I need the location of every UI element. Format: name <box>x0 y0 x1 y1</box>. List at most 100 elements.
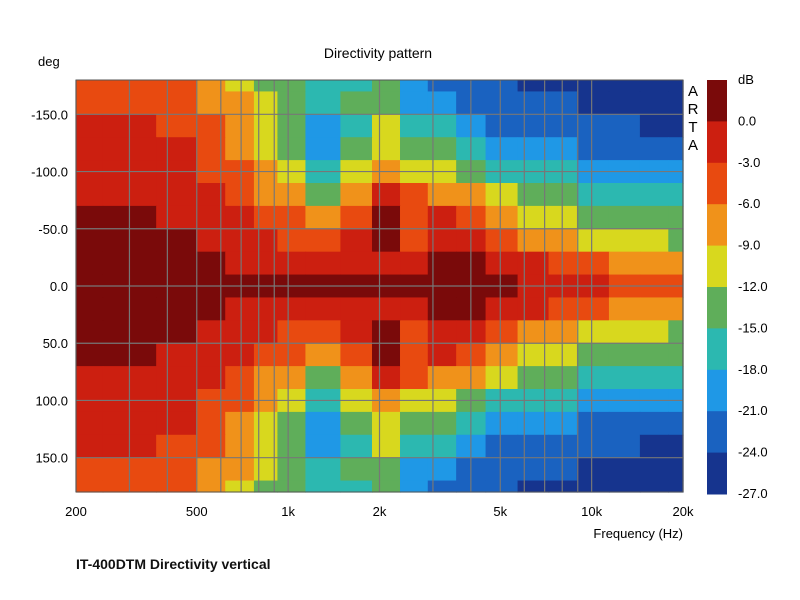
heatmap-cell <box>576 343 610 367</box>
heatmap-cell <box>485 434 519 459</box>
plot-frame <box>75 79 684 493</box>
heatmap-cell <box>225 480 255 493</box>
heatmap-cell <box>576 80 610 93</box>
heatmap-cell <box>305 114 341 138</box>
heatmap-cell <box>372 183 401 207</box>
heatmap-cell <box>340 411 373 436</box>
heatmap-cell <box>427 114 457 138</box>
colorbar-swatch <box>707 328 727 371</box>
heatmap-cell <box>576 457 610 482</box>
heatmap-cell <box>372 366 401 390</box>
heatmap-cell <box>485 480 519 493</box>
y-axis-label: deg <box>38 54 60 69</box>
heatmap-cell <box>576 297 610 321</box>
heatmap-cell <box>196 228 226 253</box>
heatmap-cell <box>517 366 550 390</box>
heatmap-cell <box>427 297 457 321</box>
heatmap-cell <box>305 434 341 459</box>
heatmap-cell <box>253 114 279 138</box>
heatmap-cell <box>668 183 684 207</box>
heatmap-cell <box>639 183 669 207</box>
heatmap-cell <box>427 91 457 115</box>
heatmap-cell <box>156 80 197 93</box>
heatmap-cell <box>517 137 550 161</box>
heatmap-cell <box>225 457 255 482</box>
heatmap-cell <box>548 91 578 115</box>
heatmap-cell <box>340 251 373 276</box>
heatmap-cell <box>517 80 550 93</box>
heatmap-cell <box>305 251 341 276</box>
heatmap-cell <box>427 343 457 367</box>
y-tick-label: 150.0 <box>35 451 68 466</box>
heatmap-cell <box>548 80 578 93</box>
heatmap-cell <box>668 228 684 253</box>
heatmap-cell <box>668 91 684 115</box>
heatmap-cell <box>253 80 279 93</box>
heatmap-cell <box>400 137 429 161</box>
heatmap-cell <box>340 297 373 321</box>
heatmap-cell <box>608 411 641 436</box>
heatmap-cell <box>196 251 226 276</box>
heatmap-cell <box>372 228 401 253</box>
heatmap-cell <box>427 228 457 253</box>
heatmap-cell <box>548 183 578 207</box>
colorbar-swatch <box>707 245 727 288</box>
x-axis-label: Frequency (Hz) <box>593 526 683 541</box>
colorbar-label: -12.0 <box>738 279 768 294</box>
heatmap-cell <box>305 228 341 253</box>
heatmap-cell <box>427 434 457 459</box>
heatmap-cell <box>225 137 255 161</box>
heatmap-cell <box>548 366 578 390</box>
heatmap-cell <box>156 183 197 207</box>
heatmap-cell <box>156 114 197 138</box>
heatmap-cell <box>400 183 429 207</box>
heatmap-cell <box>400 411 429 436</box>
heatmap-cell <box>225 366 255 390</box>
heatmap-cell <box>639 205 669 230</box>
heatmap-cell <box>225 183 255 207</box>
heatmap-cell <box>277 320 307 344</box>
heatmap-cell <box>253 205 279 230</box>
heatmap-cell <box>639 114 669 138</box>
heatmap-cell <box>225 114 255 138</box>
heatmap-cell <box>156 343 197 367</box>
heatmap-cell <box>277 297 307 321</box>
heatmap-cell <box>400 366 429 390</box>
heatmap-cell <box>668 320 684 344</box>
heatmap-cell <box>196 137 226 161</box>
heatmap-cell <box>277 205 307 230</box>
heatmap-cell <box>253 480 279 493</box>
heatmap-cell <box>277 343 307 367</box>
colorbar-swatch <box>707 287 727 329</box>
heatmap-cell <box>576 114 610 138</box>
heatmap-cell <box>608 183 641 207</box>
heatmap-cell <box>156 434 197 459</box>
heatmap-cell <box>668 480 684 493</box>
heatmap-cell <box>517 183 550 207</box>
heatmap-cell <box>608 205 641 230</box>
heatmap-cell <box>576 434 610 459</box>
heatmap-cell <box>76 91 104 115</box>
heatmap-cell <box>668 297 684 321</box>
heatmap-cell <box>277 91 307 115</box>
heatmap-cell <box>608 434 641 459</box>
heatmap-cell <box>400 251 429 276</box>
heatmap-cell <box>485 320 519 344</box>
heatmap-cell <box>253 297 279 321</box>
chart-caption: IT-400DTM Directivity vertical <box>76 556 271 572</box>
heatmap-cell <box>277 137 307 161</box>
heatmap-cell <box>156 320 197 344</box>
heatmap-cell <box>156 480 197 493</box>
heatmap-cell <box>485 297 519 321</box>
colorbar-labels: 0.0 -3.0 -6.0 -9.0 -12.0 -15.0 -18.0 -21.0 -24.0… <box>738 113 768 501</box>
heatmap-cell <box>76 343 104 367</box>
colorbar-swatch <box>707 452 727 495</box>
heatmap-cell <box>668 205 684 230</box>
colorbar <box>707 80 727 495</box>
heatmap-cell <box>576 183 610 207</box>
heatmap-cell <box>340 457 373 482</box>
heatmap-cell <box>427 251 457 276</box>
heatmap-cell <box>305 480 341 493</box>
heatmap-cell <box>668 343 684 367</box>
heatmap-cell <box>196 114 226 138</box>
